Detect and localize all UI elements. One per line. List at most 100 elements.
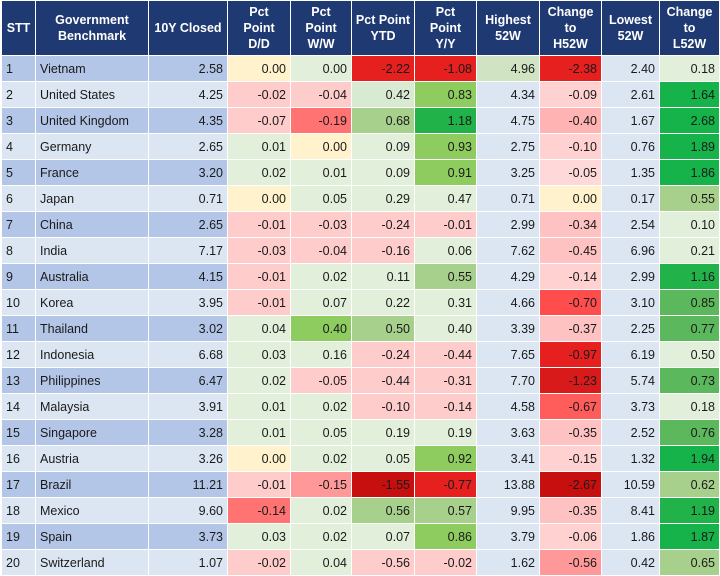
cell-ten-year-closed: 7.17 [148,237,228,264]
column-header-highest-52w: Highest 52W [476,0,540,56]
cell-change-to-l52w: 0.18 [659,55,720,82]
cell-ten-year-closed: 3.95 [148,289,228,316]
cell-highest-52w: 7.70 [476,367,540,394]
cell-change-to-l52w: 0.18 [659,393,720,420]
cell-pct-point-ytd: 0.29 [351,185,415,212]
cell-ten-year-closed: 1.07 [148,549,228,576]
cell-pct-point-ww: 0.05 [290,419,352,446]
header-row: STT Government Benchmark 10Y Closed Pct Poi… [1,0,720,56]
cell-government-benchmark: India [35,237,149,264]
cell-government-benchmark: Malaysia [35,393,149,420]
cell-pct-point-ytd: 0.42 [351,81,415,108]
cell-change-to-h52w: 0.00 [539,185,602,212]
cell-highest-52w: 4.58 [476,393,540,420]
cell-pct-point-yy: -0.01 [414,211,477,238]
cell-stt: 5 [1,159,36,186]
cell-change-to-l52w: 0.85 [659,289,720,316]
table-row: 3 United Kingdom 4.35 -0.07 -0.19 0.68 1.18 4.7… [1,107,720,134]
table-row: 12 Indonesia 6.68 0.03 0.16 -0.24 -0.44 7.65 -0.… [1,341,720,368]
cell-government-benchmark: Germany [35,133,149,160]
cell-lowest-52w: 0.76 [601,133,660,160]
cell-pct-point-yy: -0.77 [414,471,477,498]
cell-lowest-52w: 1.67 [601,107,660,134]
cell-lowest-52w: 1.35 [601,159,660,186]
cell-government-benchmark: Philippines [35,367,149,394]
cell-pct-point-yy: -0.14 [414,393,477,420]
cell-pct-point-ytd: -1.55 [351,471,415,498]
cell-ten-year-closed: 6.68 [148,341,228,368]
cell-lowest-52w: 2.25 [601,315,660,342]
cell-ten-year-closed: 3.91 [148,393,228,420]
cell-change-to-l52w: 0.65 [659,549,720,576]
cell-pct-point-ww: 0.02 [290,263,352,290]
cell-ten-year-closed: 3.02 [148,315,228,342]
cell-change-to-h52w: -0.37 [539,315,602,342]
cell-pct-point-dd: -0.14 [227,497,291,524]
cell-highest-52w: 4.75 [476,107,540,134]
cell-government-benchmark: Vietnam [35,55,149,82]
cell-government-benchmark: United Kingdom [35,107,149,134]
cell-government-benchmark: Mexico [35,497,149,524]
column-header-change-to-h52w: Change to H52W [539,0,602,56]
cell-pct-point-dd: -0.02 [227,81,291,108]
cell-highest-52w: 4.29 [476,263,540,290]
cell-pct-point-yy: 0.83 [414,81,477,108]
cell-pct-point-ww: 0.00 [290,133,352,160]
cell-lowest-52w: 5.74 [601,367,660,394]
cell-ten-year-closed: 4.15 [148,263,228,290]
cell-stt: 6 [1,185,36,212]
cell-change-to-l52w: 0.73 [659,367,720,394]
cell-pct-point-yy: 0.86 [414,523,477,550]
cell-stt: 9 [1,263,36,290]
cell-ten-year-closed: 2.65 [148,211,228,238]
cell-government-benchmark: Australia [35,263,149,290]
cell-stt: 12 [1,341,36,368]
cell-lowest-52w: 0.17 [601,185,660,212]
cell-change-to-l52w: 1.89 [659,133,720,160]
cell-government-benchmark: Switzerland [35,549,149,576]
cell-change-to-h52w: -0.45 [539,237,602,264]
cell-change-to-h52w: -0.06 [539,523,602,550]
cell-highest-52w: 4.96 [476,55,540,82]
cell-highest-52w: 0.71 [476,185,540,212]
cell-change-to-l52w: 0.76 [659,419,720,446]
cell-pct-point-ww: 0.02 [290,393,352,420]
cell-ten-year-closed: 3.73 [148,523,228,550]
cell-government-benchmark: Singapore [35,419,149,446]
column-header-change-to-l52w: Change to L52W [659,0,720,56]
cell-pct-point-dd: -0.01 [227,471,291,498]
cell-lowest-52w: 3.73 [601,393,660,420]
table-row: 19 Spain 3.73 0.03 0.02 0.07 0.86 3.79 -0.06 1.86… [1,523,720,550]
cell-pct-point-ytd: 0.09 [351,159,415,186]
cell-pct-point-dd: 0.01 [227,393,291,420]
cell-change-to-l52w: 1.64 [659,81,720,108]
cell-pct-point-yy: 0.93 [414,133,477,160]
cell-pct-point-dd: -0.02 [227,549,291,576]
table-row: 9 Australia 4.15 -0.01 0.02 0.11 0.55 4.29 -0.14… [1,263,720,290]
cell-pct-point-ytd: 0.22 [351,289,415,316]
cell-pct-point-dd: 0.01 [227,133,291,160]
cell-government-benchmark: Thailand [35,315,149,342]
cell-change-to-h52w: -0.35 [539,497,602,524]
cell-pct-point-yy: 0.47 [414,185,477,212]
column-header-pct-point-dd: Pct Point D/D [227,0,291,56]
cell-pct-point-yy: -1.08 [414,55,477,82]
cell-ten-year-closed: 11.21 [148,471,228,498]
cell-pct-point-ytd: -0.24 [351,341,415,368]
cell-highest-52w: 9.95 [476,497,540,524]
cell-highest-52w: 7.65 [476,341,540,368]
cell-stt: 4 [1,133,36,160]
cell-pct-point-ytd: -0.24 [351,211,415,238]
cell-pct-point-dd: 0.00 [227,185,291,212]
cell-change-to-l52w: 1.16 [659,263,720,290]
cell-stt: 11 [1,315,36,342]
cell-pct-point-dd: 0.02 [227,367,291,394]
cell-pct-point-ytd: 0.09 [351,133,415,160]
cell-pct-point-ww: -0.05 [290,367,352,394]
cell-lowest-52w: 6.19 [601,341,660,368]
cell-pct-point-ww: -0.19 [290,107,352,134]
cell-stt: 2 [1,81,36,108]
cell-change-to-l52w: 2.68 [659,107,720,134]
cell-pct-point-ww: -0.04 [290,81,352,108]
cell-government-benchmark: Korea [35,289,149,316]
